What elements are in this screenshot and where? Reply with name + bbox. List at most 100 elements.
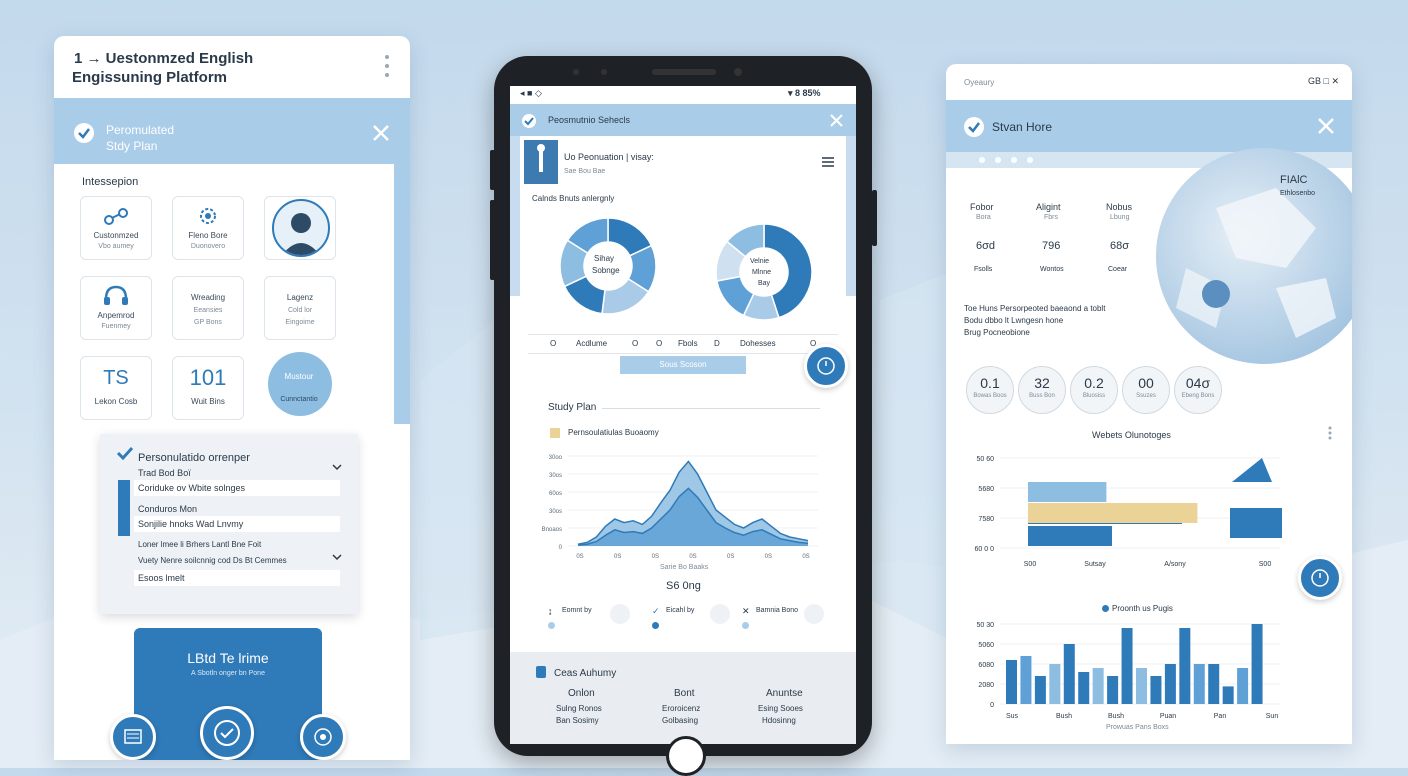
y-tick-label: 5680 bbox=[978, 486, 994, 493]
stat-value: 00 bbox=[1138, 375, 1154, 391]
chevron-down-icon[interactable] bbox=[332, 458, 342, 476]
stat-circle[interactable]: 0.1 Bowas Boos bbox=[966, 366, 1014, 414]
y-tick-label: 0 bbox=[559, 545, 563, 551]
status-left: ◂ ■ ◇ bbox=[520, 88, 542, 98]
panel-row[interactable]: Loner lmee li Brhers Lantl Bne Foit bbox=[138, 540, 262, 549]
x-tick-label: Pan bbox=[1214, 713, 1227, 718]
desc-line: Toe Huns Persorpeoted baeaond a toblt bbox=[964, 304, 1106, 313]
hamburger-menu-icon[interactable] bbox=[822, 154, 834, 172]
phone-side-button bbox=[872, 190, 877, 246]
home-button[interactable] bbox=[666, 736, 706, 776]
col-value: 68σ bbox=[1110, 240, 1130, 252]
more-menu-icon[interactable] bbox=[1328, 426, 1332, 445]
bar bbox=[1136, 668, 1147, 704]
tile-reading[interactable]: Wreading Eeansies GP Bons bbox=[172, 276, 244, 340]
bar bbox=[1164, 664, 1176, 704]
bar bbox=[1179, 628, 1191, 704]
timer-button[interactable] bbox=[1298, 556, 1342, 600]
col-b: Hdosinng bbox=[762, 716, 796, 725]
x-tick-label: 0S bbox=[765, 554, 772, 560]
legend-item: O bbox=[656, 339, 663, 348]
cta-subtitle: A Sbotln onger bn Pone bbox=[191, 670, 265, 677]
tile-mustour[interactable]: Mustour Cunnctantio bbox=[264, 352, 334, 418]
x-tick-label: Sun bbox=[1266, 713, 1279, 718]
tile-101[interactable]: 101 Wuit Bins bbox=[172, 356, 244, 420]
x-tick-label: S00 bbox=[1024, 561, 1037, 568]
panel-row[interactable]: Conduros Mon bbox=[138, 504, 198, 514]
area-footer-sub: Sarie Bo Baaks bbox=[660, 564, 709, 571]
y-tick-label: 50 30 bbox=[976, 622, 994, 629]
tile-ts[interactable]: TS Lekon Cosb bbox=[80, 356, 152, 420]
col-footer: Coear bbox=[1108, 266, 1128, 273]
headphones-icon bbox=[81, 285, 151, 310]
donut2-center-3: Bay bbox=[758, 280, 771, 287]
y-tick-label: 0 bbox=[990, 702, 994, 709]
x-tick-label: 0S bbox=[802, 554, 809, 560]
personalized-panel: Personulatido orrenper Trad Bod Boï Cori… bbox=[100, 434, 358, 614]
hbar-segment bbox=[1028, 526, 1112, 546]
legend-dot bbox=[1102, 605, 1109, 612]
stat-circle[interactable]: 32 Buss Bon bbox=[1018, 366, 1066, 414]
check-item-3[interactable]: ✕ Bamnia Bono bbox=[742, 604, 832, 629]
book-button[interactable] bbox=[110, 714, 156, 760]
dot bbox=[652, 622, 659, 629]
sous-scoson-button[interactable]: Sous Scoson bbox=[620, 356, 746, 374]
circle-icon bbox=[804, 604, 824, 624]
col-value: 6σd bbox=[976, 240, 996, 252]
panel-row[interactable]: Trad Bod Boï bbox=[138, 468, 191, 478]
stat-value: 32 bbox=[1034, 375, 1050, 391]
tile-label: Fleno Bore bbox=[188, 231, 228, 240]
panel-row-box[interactable]: Esoos lmelt bbox=[134, 570, 340, 586]
headset-button[interactable] bbox=[200, 706, 254, 760]
tile-sub: Fuenmey bbox=[101, 323, 131, 330]
tile-listening[interactable]: Anpemrod Fuenmey bbox=[80, 276, 152, 340]
window-controls[interactable]: GB □ ✕ bbox=[1308, 76, 1339, 86]
col-sub: Lbung bbox=[1110, 214, 1130, 221]
bar bbox=[1063, 644, 1075, 704]
chevron-down-icon[interactable] bbox=[332, 548, 342, 566]
stat-circle[interactable]: 0.2 Bluosiss bbox=[1070, 366, 1118, 414]
bar bbox=[1237, 668, 1249, 704]
tile-fleno[interactable]: Fleno Bore Duonovero bbox=[172, 196, 244, 260]
y-tick-label: 7580 bbox=[978, 516, 994, 523]
hbar-arrow bbox=[1232, 458, 1272, 482]
desc-line: Brug Pocneobione bbox=[964, 328, 1030, 337]
panel-row-box[interactable]: Coriduke ov Wbite solnges bbox=[134, 480, 340, 496]
tile-customized[interactable]: Custonmzed Vbo aumey bbox=[80, 196, 152, 260]
tile-language[interactable]: Lagenz Cold lor Eingoime bbox=[264, 276, 336, 340]
check-item-2[interactable]: ✓ Eicahl by bbox=[652, 604, 742, 629]
more-menu-icon[interactable] bbox=[384, 54, 390, 82]
bar bbox=[1222, 686, 1234, 704]
tile-tutor[interactable] bbox=[264, 196, 336, 260]
y-tick-label: 60os bbox=[549, 491, 562, 497]
bar bbox=[1092, 668, 1104, 704]
settings-button[interactable] bbox=[300, 714, 346, 760]
bar bbox=[1049, 664, 1061, 704]
tile-label: Lekon Cosb bbox=[94, 397, 138, 406]
close-icon: ✕ bbox=[742, 606, 750, 616]
close-icon[interactable] bbox=[830, 114, 843, 132]
header-title: Peromulated bbox=[106, 123, 175, 137]
tile-sub2: GP Bons bbox=[194, 319, 222, 326]
check-icon bbox=[116, 446, 134, 465]
stat-circle[interactable]: 00 Ssuzes bbox=[1122, 366, 1170, 414]
col-sub: Fbrs bbox=[1044, 214, 1058, 221]
left-app-card: 1 → Uestonmzed English Engissuning Platf… bbox=[54, 36, 410, 760]
x-tick-label: Sus bbox=[1006, 713, 1019, 718]
panel-row-box[interactable]: Sonjilie hnoks Wad Lnvmy bbox=[134, 516, 340, 532]
stat-circle[interactable]: 04σ Ebeng Bons bbox=[1174, 366, 1222, 414]
close-icon[interactable] bbox=[372, 124, 390, 142]
donut1-center-1: Sihay bbox=[594, 254, 615, 263]
timer-button[interactable] bbox=[804, 344, 848, 388]
stat-label: Ebeng Bons bbox=[1181, 393, 1215, 399]
check-circle-icon bbox=[964, 117, 984, 137]
col-header: Bont bbox=[674, 688, 695, 699]
check-item-1[interactable]: ↨ Eomnt by bbox=[548, 604, 638, 629]
tile-sub: Cunnctantio bbox=[280, 396, 318, 403]
x-tick-label: 0S bbox=[652, 554, 659, 560]
panel-row[interactable]: Vuety Nenre soilcnnig cod Ds Bt Cemmes bbox=[138, 556, 287, 565]
close-icon[interactable] bbox=[1318, 118, 1334, 139]
legend-item: O bbox=[550, 339, 557, 348]
check-icon: ✓ bbox=[652, 606, 660, 616]
x-tick-label: 0S bbox=[614, 554, 621, 560]
